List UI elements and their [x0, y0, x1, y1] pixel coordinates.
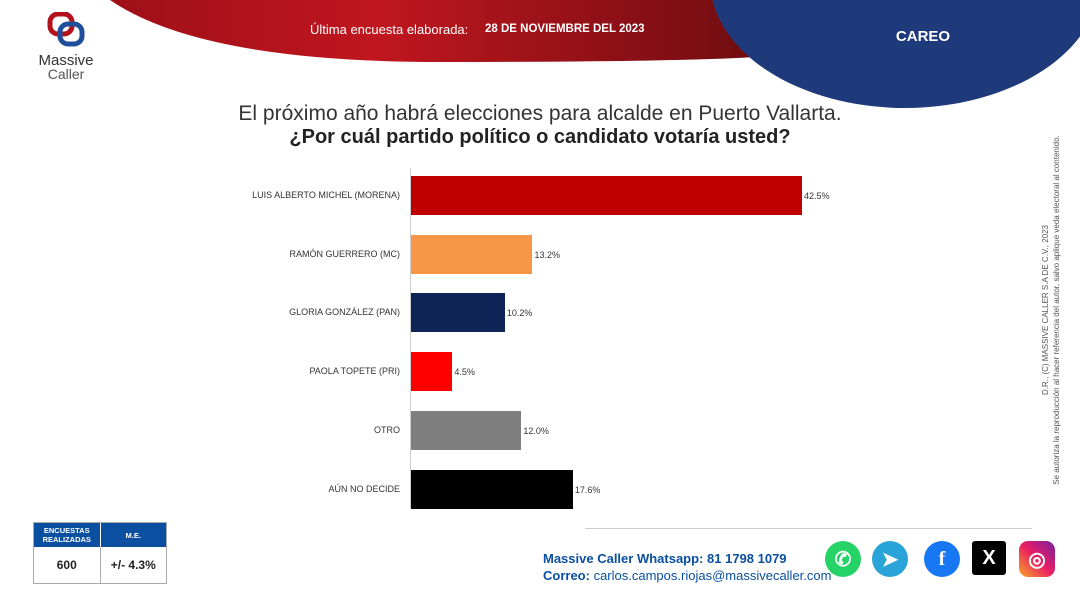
x-icon[interactable]: X: [972, 541, 1006, 575]
surveys-value: 600: [34, 547, 101, 584]
whatsapp-contact: Massive Caller Whatsapp: 81 1798 1079: [543, 551, 787, 566]
bar: [411, 410, 522, 450]
data-label: 4.5%: [454, 367, 475, 378]
survey-date: 28 DE NOVIEMBRE DEL 2023: [485, 23, 645, 35]
telegram-icon[interactable]: ➤: [872, 541, 908, 577]
y-axis-line: [410, 168, 411, 508]
whatsapp-label: Massive Caller Whatsapp:: [543, 551, 704, 566]
category-label: OTRO: [374, 424, 400, 435]
category-label: RAMÓN GUERRERO (MC): [289, 248, 401, 259]
category-label: GLORIA GONZÁLEZ (PAN): [289, 307, 400, 318]
data-label: 13.2%: [534, 249, 560, 260]
facebook-icon[interactable]: f: [924, 541, 960, 577]
data-label: 12.0%: [523, 425, 549, 436]
bar: [411, 234, 533, 274]
chart-subtitle: ¿Por cuál partido político o candidato v…: [289, 126, 791, 148]
whatsapp-number[interactable]: 81 1798 1079: [707, 551, 787, 566]
bar: [411, 176, 802, 215]
bar: [411, 469, 573, 509]
email-contact: Correo: carlos.campos.riojas@massivecall…: [543, 568, 831, 583]
chart-title: El próximo año habrá elecciones para alc…: [238, 102, 842, 125]
logo-icon: [47, 11, 85, 47]
massive-caller-logo: Massive Caller: [30, 11, 102, 82]
whatsapp-icon[interactable]: ✆: [825, 541, 861, 577]
divider: [585, 528, 1032, 529]
stats-table: ENCUESTAS REALIZADAS M.E. 600 +/- 4.3%: [33, 522, 167, 584]
copyright-line: Se autoriza la reproducción al hacer ref…: [1052, 135, 1061, 485]
email-label: Correo:: [543, 568, 590, 583]
email-address[interactable]: carlos.campos.riojas@massivecaller.com: [593, 568, 832, 583]
section-title: CAREO: [895, 28, 951, 45]
data-label: 17.6%: [574, 484, 601, 495]
red-banner: [110, 0, 780, 62]
copyright-line: D.R., (C) MASSIVE CALLER S.A DE C.V., 20…: [1041, 225, 1050, 395]
surveys-header: ENCUESTAS REALIZADAS: [34, 523, 101, 547]
bar: [411, 293, 505, 333]
category-label: LUIS ALBERTO MICHEL (MORENA): [252, 190, 400, 200]
category-label: AÚN NO DECIDE: [328, 483, 400, 494]
logo-text: Massive: [38, 52, 94, 69]
blue-banner: [712, 0, 1080, 108]
data-label: 10.2%: [506, 308, 533, 319]
copyright-note: D.R., (C) MASSIVE CALLER S.A DE C.V., 20…: [1040, 120, 1062, 500]
data-label: 42.5%: [804, 191, 830, 201]
bar: [411, 352, 453, 392]
logo-text: Caller: [47, 66, 85, 82]
survey-label: Última encuesta elaborada:: [310, 22, 469, 37]
instagram-icon[interactable]: ◎: [1019, 541, 1055, 577]
margin-value: +/- 4.3%: [110, 558, 156, 572]
category-label: PAOLA TOPETE (PRI): [309, 366, 400, 377]
margin-header: M.E.: [125, 530, 141, 540]
